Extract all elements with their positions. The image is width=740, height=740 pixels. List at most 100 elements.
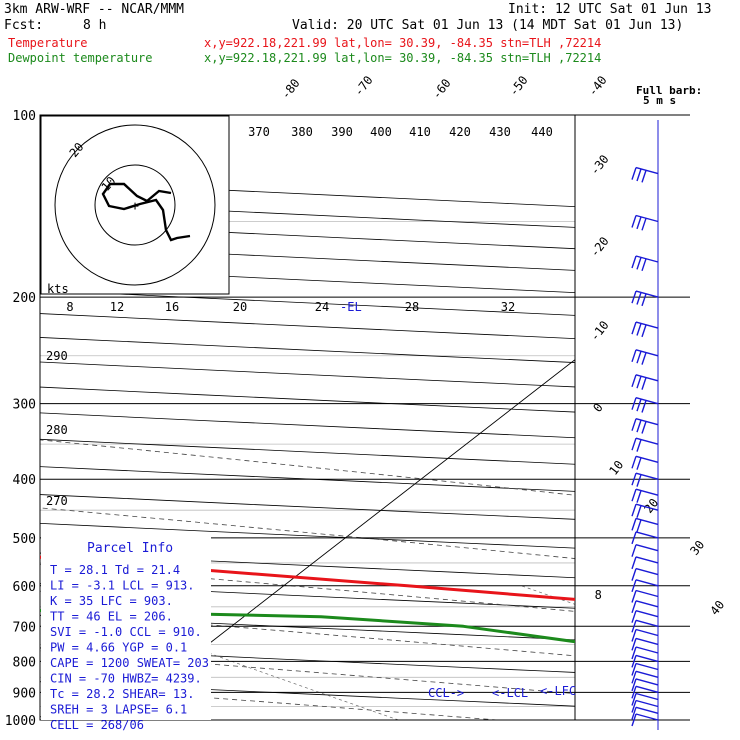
pressure-tick-label: 1000 [5,714,36,729]
plot-frame [39,114,576,721]
wind-barb [631,321,659,338]
hodograph-speed-label: 20 [233,300,247,314]
parcel-info-title: Parcel Info [87,541,173,556]
isotherm-label: 10 [606,458,626,478]
temperature-legend: Temperature [8,36,87,50]
parcel-info-row: K = 35 LFC = 903. [50,594,173,608]
model-title: 3km ARW-WRF -- NCAR/MMM [4,2,184,17]
wind-barb [631,678,659,692]
pressure-tick-label: 200 [13,291,36,306]
wind-barb [631,437,659,452]
pressure-tick-label: 500 [13,532,36,547]
wind-barb [631,692,659,706]
wind-barb [631,685,659,699]
hodograph-ring-inner [94,164,176,246]
wind-barb [631,517,659,533]
wind-barb [631,290,659,307]
isotherm-label: -80 [278,76,302,102]
theta-side-label: 280 [46,423,68,437]
wind-barb [631,455,659,470]
theta-label: 440 [531,125,553,139]
hodograph-speed-label: 8 [66,300,73,314]
wind-barb [631,699,659,713]
wind-barb [631,397,659,413]
wind-barb [631,579,659,593]
forecast-hours: 8 h [83,18,106,33]
isotherm-label: -10 [587,318,611,344]
wind-barb [631,255,659,272]
theta-label: 370 [248,125,270,139]
pressure-tick-label: 300 [13,398,36,413]
wind-barb [631,214,659,231]
wind-barb [631,600,659,614]
parcel-info-row: CAPE = 1200 SWEAT= 203 [50,656,209,670]
pressure-tick-label: 800 [13,655,36,670]
parcel-info-row: CELL = 268/06 [50,718,144,732]
theta-label: 400 [370,125,392,139]
wind-barb [631,619,659,633]
wind-barb [631,567,659,581]
el-marker: -EL [340,300,362,314]
theta-label: 420 [449,125,471,139]
theta-label: 390 [331,125,353,139]
isotherm-label: -60 [429,76,453,102]
pressure-tick-label: 100 [13,109,36,124]
wind-barb [631,610,659,623]
parcel-info-row: PW = 4.66 YGP = 0.1 [50,641,187,655]
wind-barb [631,166,659,183]
parcel-info-row: SVI = -1.0 CCL = 910. [50,625,202,639]
parcel-info-row: T = 28.1 Td = 21.4 [50,563,180,577]
lcl-marker: <-LCL [492,686,528,700]
hodograph-speed-label: 16 [165,300,179,314]
wind-barb [631,646,659,660]
forecast-label: Fcst: [4,18,43,33]
temperature-location: x,y=922.18,221.99 lat,lon= 30.39, -84.35… [204,36,601,50]
wind-barb [631,706,659,720]
theta-label: 430 [489,125,511,139]
wind-barb [631,556,659,570]
wind-barb [631,637,659,651]
theta-side-label: 290 [46,349,68,363]
parcel-info-row: TT = 46 EL = 206. [50,610,173,624]
pressure-tick-label: 600 [13,580,36,595]
mixing-ratio-line [521,585,575,605]
isotherm-label: 40 [707,598,727,618]
wind-barb [631,589,659,603]
wind-barb [631,662,659,676]
barb-note-title: Full barb: [636,84,702,97]
parcel-info-row: CIN = -70 HWBZ= 4239. [50,672,202,686]
isotherm-label: -70 [351,73,375,99]
pressure-tick-label: 700 [13,620,36,635]
pressure-tick-label: 400 [13,473,36,488]
hodograph-speed-label: 24 [315,300,329,314]
wind-barb [631,713,659,727]
barb-note-units: 5 m s [643,94,676,107]
wind-barb [631,418,659,434]
ccl-marker: CCL-> [428,686,464,700]
hodograph-speed-label: 28 [405,300,419,314]
hodograph-speed-label: 12 [110,300,124,314]
dry-adiabat [40,337,575,363]
wind-barb [631,503,659,518]
parcel-info-box: Parcel Info T = 28.1 Td = 21.4 LI = -3.1 L… [41,536,211,732]
theta-label: 380 [291,125,313,139]
isotherm-label: -30 [587,152,611,178]
wind-barb [631,544,659,557]
valid-time: Valid: 20 UTC Sat 01 Jun 13 (14 MDT Sat … [292,18,683,33]
wind-barb [631,374,659,390]
hodograph-units: kts [47,282,69,296]
dewpoint-legend: Dewpoint temperature [8,51,153,65]
pressure-tick-label: 900 [13,686,36,701]
wind-barb [631,349,659,365]
isotherm-label: -50 [506,73,530,99]
parcel-info-row: Tc = 28.2 SHEAR= 13. [50,687,195,701]
wind-barb [631,531,659,545]
lfc-marker: <-LFC [540,684,576,698]
theta-label: 410 [409,125,431,139]
wind-barb [631,654,659,668]
hodograph-speed-label: 32 [501,300,515,314]
hodograph-box [40,115,230,295]
wind-barb [631,472,659,487]
wind-barb [631,488,659,503]
